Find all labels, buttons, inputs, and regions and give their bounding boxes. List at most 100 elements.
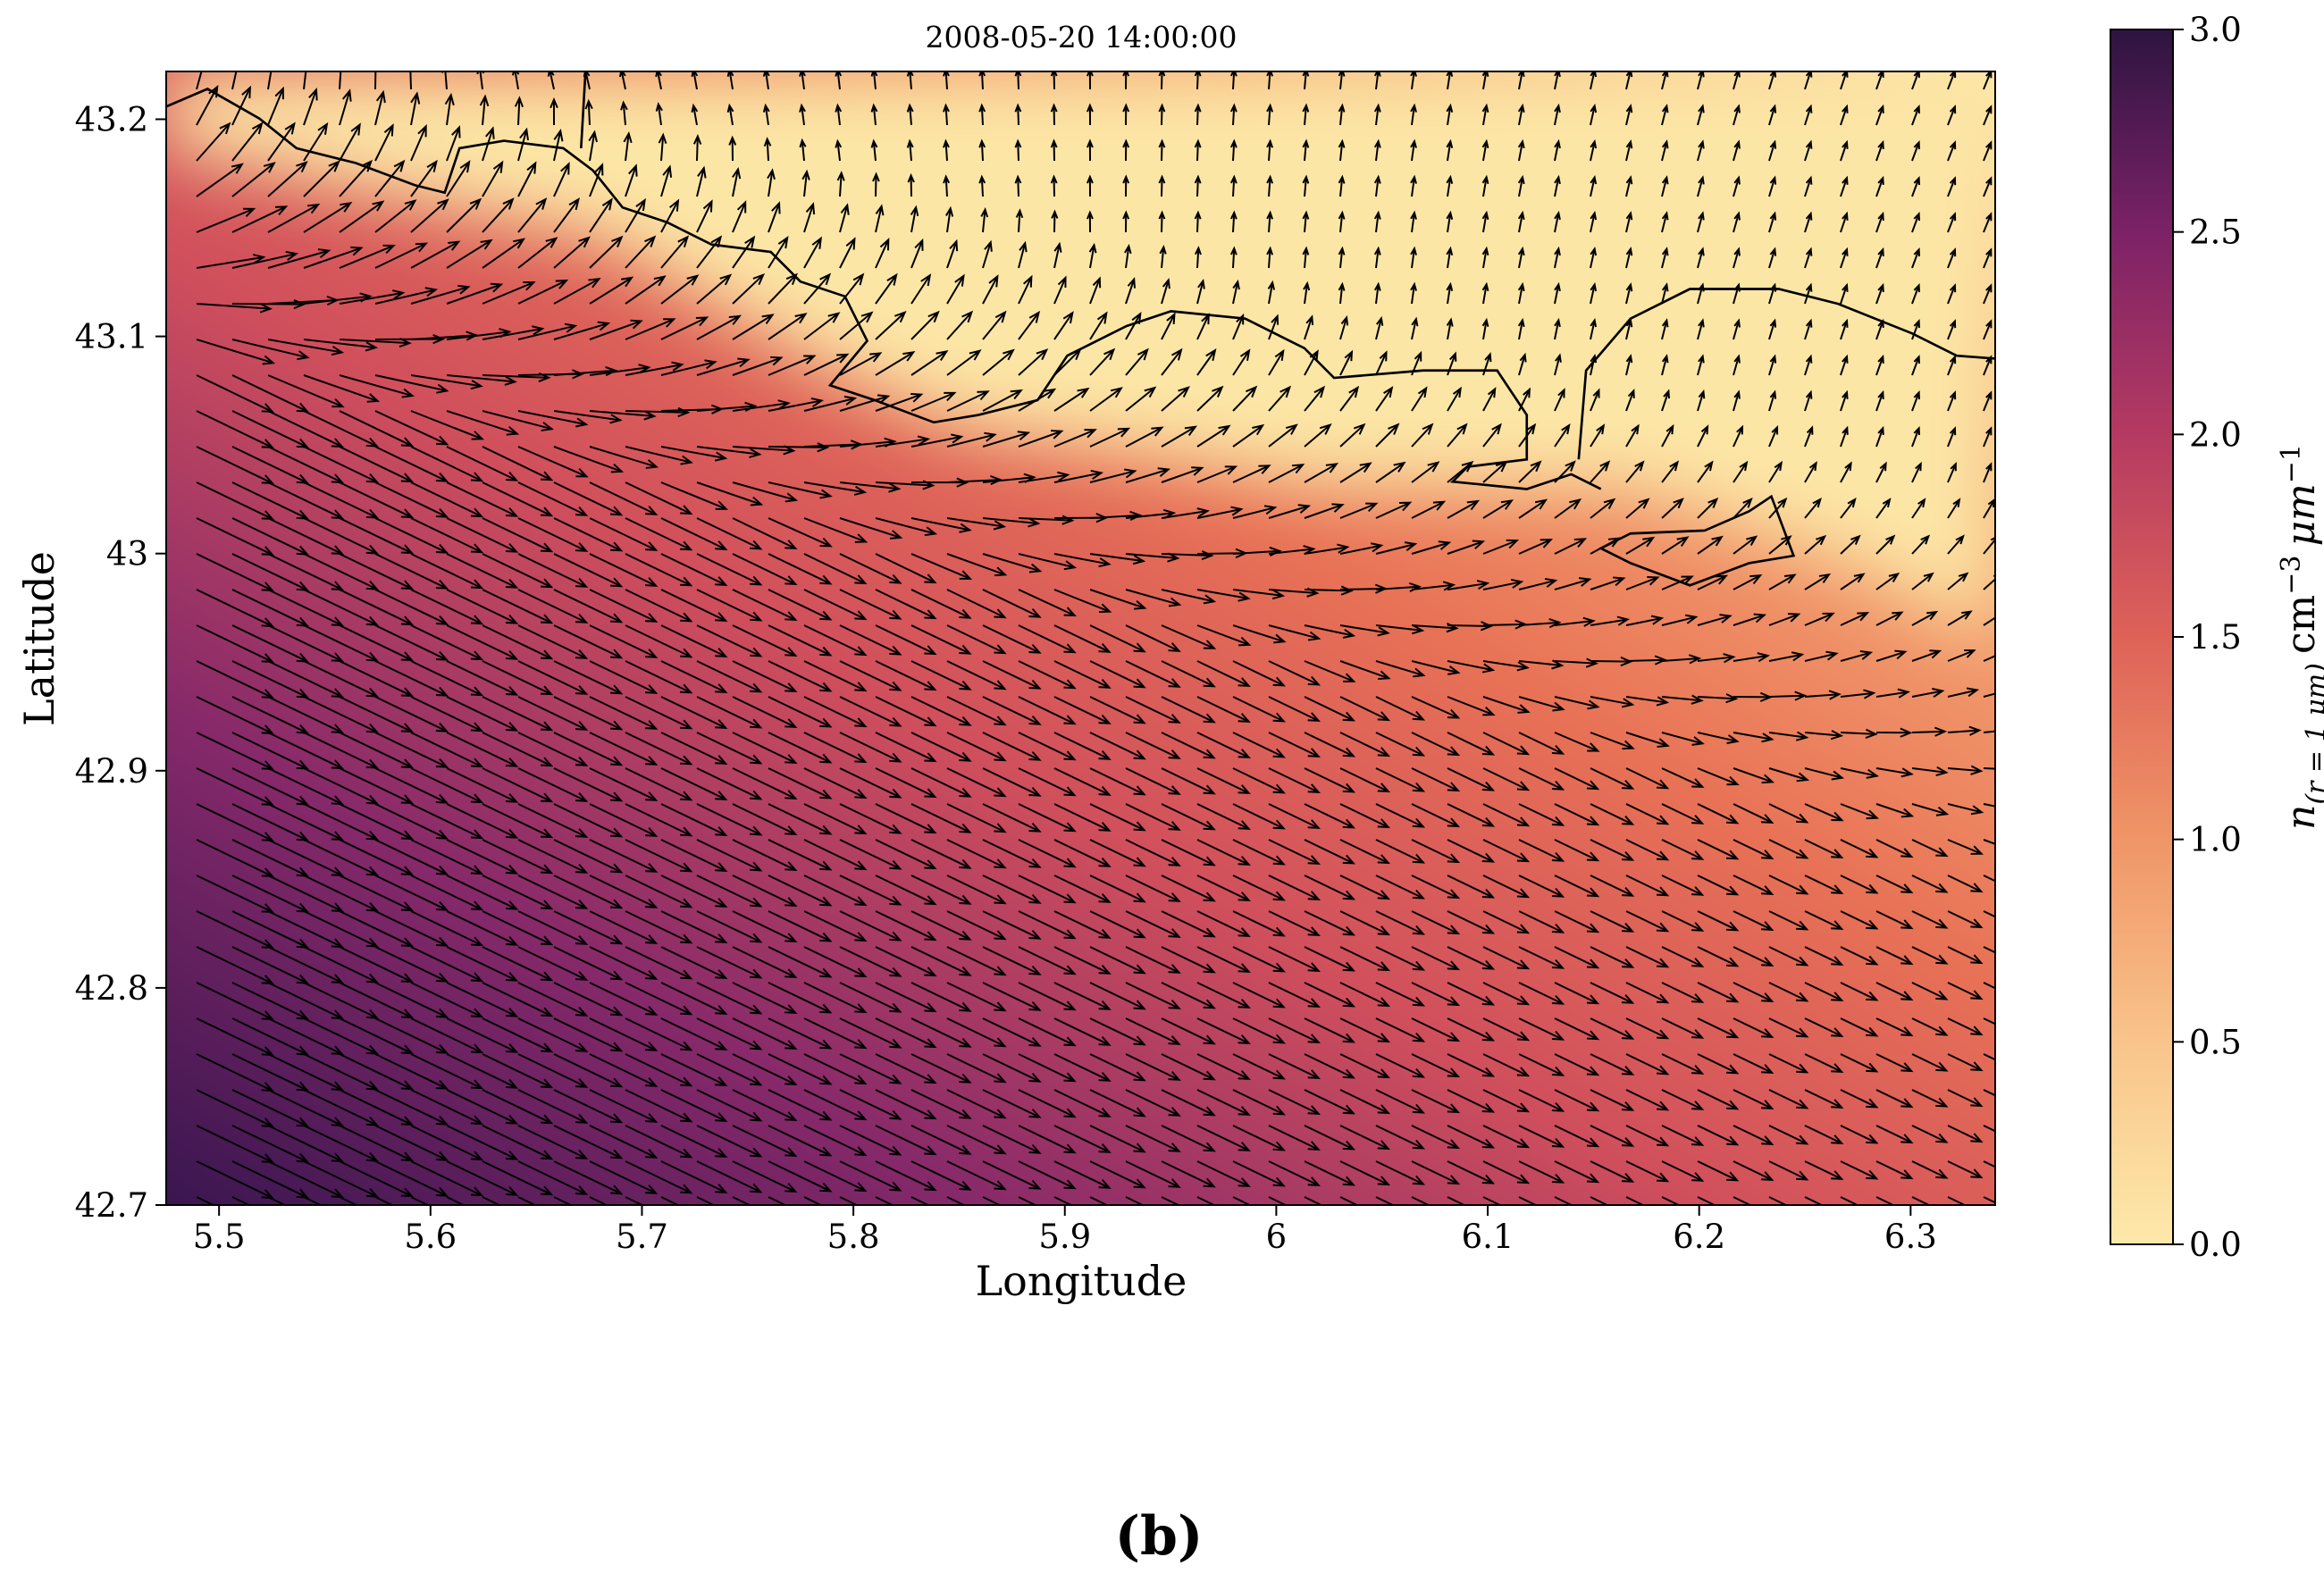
arrow [803,236,822,269]
arrow [803,202,816,233]
arrow [1304,982,1356,1008]
arrow [660,1053,728,1086]
arrow [1661,354,1669,376]
arrow [339,481,415,519]
arrow [339,1089,415,1126]
arrow [1947,1053,1984,1072]
arrow [946,1125,1007,1155]
y-tick-label: 42.9 [75,752,148,791]
arrow [943,138,950,162]
arrow [1804,1196,1824,1205]
arrow [1625,1089,1670,1111]
arrow [1590,767,1635,790]
arrow [1517,174,1525,197]
arrow [732,481,799,503]
arrow [1411,1089,1461,1114]
arrow [768,946,833,978]
arrow [1554,388,1565,412]
arrow [768,839,833,871]
arrow [1983,910,1995,918]
arrow [768,481,833,499]
arrow [768,767,833,799]
arrow [1229,138,1238,162]
arrow [1268,875,1321,901]
arrow [625,875,693,908]
arrow [196,982,275,1021]
arrow [1447,1160,1496,1184]
arrow [1268,504,1312,519]
arrow [982,348,1015,376]
arrow [1375,875,1426,900]
arrow [553,278,601,305]
arrow [696,1017,763,1050]
arrow [1196,624,1252,647]
arrow [1410,71,1417,90]
arrow [696,589,763,622]
arrow [1554,803,1600,826]
arrow [1411,540,1452,555]
arrow [1554,353,1562,376]
arrow [1518,539,1554,555]
arrow [839,1089,902,1120]
arrow [870,71,878,90]
arrow [1661,803,1705,824]
arrow [476,71,485,90]
arrow [625,767,693,801]
arrow [660,767,728,800]
arrow [1050,103,1058,126]
arrow [1947,247,1957,269]
arrow [589,446,659,469]
arrow [1733,247,1741,269]
arrow [517,1017,589,1052]
arrow [910,767,972,798]
arrow [660,1017,728,1050]
arrow [1697,211,1705,233]
arrow [768,1053,833,1085]
arrow [1733,104,1741,126]
arrow [1590,537,1622,555]
arrow [875,660,937,691]
arrow [1194,103,1202,126]
arrow [620,100,628,126]
arrow [1625,615,1665,626]
arrow [231,85,251,126]
arrow [196,589,275,628]
arrow [1947,212,1957,233]
arrow [553,910,624,945]
arrow [1086,210,1094,233]
chart-title: 2008-05-20 14:00:00 [926,20,1238,54]
arrow [1590,423,1606,448]
arrow [1196,1125,1251,1151]
arrow [980,207,989,233]
y-axis-label: Latitude [15,551,63,726]
arrow [1268,767,1321,794]
arrow [839,803,902,834]
arrow [946,1053,1007,1084]
arrow [982,946,1042,975]
arrow [517,127,529,162]
arrow [339,589,415,626]
arrow [1196,767,1251,794]
arrow [839,624,902,656]
arrow [1733,1053,1774,1074]
arrow [803,553,868,585]
arrow [732,553,798,586]
arrow [1875,1125,1914,1144]
arrow [1304,839,1356,865]
arrow [1875,425,1884,448]
arrow [1840,1017,1879,1037]
arrow [910,1125,972,1155]
arrow [625,1017,693,1051]
arrow [1268,464,1305,483]
arrow [910,238,924,269]
arrow [1875,982,1914,1001]
arrow [1196,278,1205,305]
arrow [1840,689,1876,699]
arrow [982,1196,1002,1205]
arrow [1804,803,1844,822]
arrow [1840,982,1879,1001]
arrow [1339,315,1349,340]
arrow [1018,696,1077,725]
arrow [1983,176,1993,197]
arrow [799,138,807,162]
